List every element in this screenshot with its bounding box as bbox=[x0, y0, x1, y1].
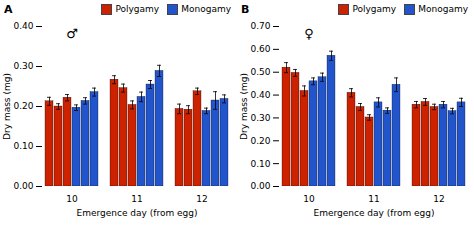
html-text:A: A bbox=[4, 2, 13, 16]
svg-text:Emergence day (from egg): Emergence day (from egg) bbox=[313, 208, 434, 218]
html-text:Polygamy: Polygamy bbox=[115, 4, 160, 14]
svg-text:0.10: 0.10 bbox=[13, 141, 33, 151]
svg-text:Emergence day (from egg): Emergence day (from egg) bbox=[76, 208, 197, 218]
svg-text:0.00: 0.00 bbox=[250, 181, 270, 191]
svg-text:0.50: 0.50 bbox=[250, 67, 270, 77]
svg-text:♀: ♀ bbox=[304, 26, 314, 41]
svg-text:12: 12 bbox=[196, 194, 207, 204]
svg-text:10: 10 bbox=[66, 194, 78, 204]
svg-text:0.40: 0.40 bbox=[250, 90, 270, 100]
svg-text:0.60: 0.60 bbox=[250, 44, 270, 54]
svg-text:0.30: 0.30 bbox=[13, 61, 33, 71]
svg-text:0.30: 0.30 bbox=[250, 113, 270, 123]
svg-text:11: 11 bbox=[131, 194, 142, 204]
html-text:Monogamy: Monogamy bbox=[418, 4, 468, 14]
svg-text:0.20: 0.20 bbox=[250, 136, 270, 146]
svg-text:0.40: 0.40 bbox=[13, 21, 33, 31]
svg-text:0.20: 0.20 bbox=[13, 101, 33, 111]
svg-text:0.70: 0.70 bbox=[250, 21, 270, 31]
svg-text:10: 10 bbox=[303, 194, 315, 204]
svg-text:12: 12 bbox=[433, 194, 444, 204]
svg-text:11: 11 bbox=[368, 194, 379, 204]
html-text:B: B bbox=[241, 2, 250, 16]
svg-text:0.00: 0.00 bbox=[13, 181, 33, 191]
svg-text:Dry mass (mg): Dry mass (mg) bbox=[239, 73, 249, 140]
svg-text:♂: ♂ bbox=[66, 26, 78, 41]
svg-text:0.10: 0.10 bbox=[250, 159, 270, 169]
html-text:Polygamy: Polygamy bbox=[352, 4, 397, 14]
svg-text:Dry mass (mg): Dry mass (mg) bbox=[2, 73, 12, 140]
html-text:Monogamy: Monogamy bbox=[181, 4, 231, 14]
